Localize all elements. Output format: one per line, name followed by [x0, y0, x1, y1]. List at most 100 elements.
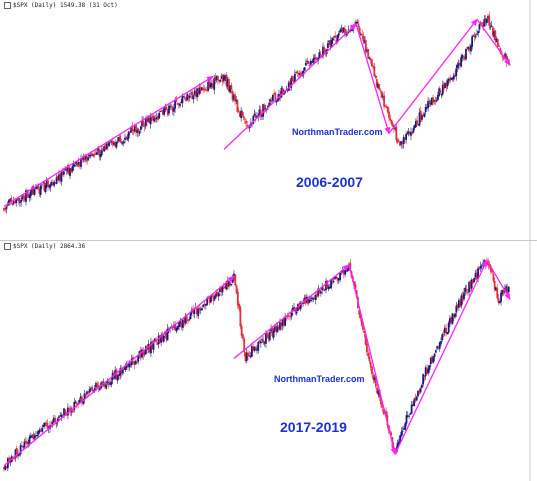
candle-body — [199, 309, 202, 311]
candle-body — [501, 290, 504, 295]
candle-body — [20, 444, 23, 447]
candle-body — [60, 414, 63, 418]
candle-body — [289, 81, 291, 87]
candle-body — [266, 332, 269, 337]
candle-body — [229, 85, 232, 93]
candle-body — [91, 153, 93, 157]
candle-body — [489, 26, 492, 28]
candle-body — [452, 75, 455, 80]
candle-body — [97, 147, 100, 152]
candle-body — [157, 335, 160, 345]
candle-body — [386, 107, 389, 113]
trend-arrow — [476, 19, 511, 66]
candle-body — [469, 45, 472, 52]
candle-body — [109, 383, 111, 385]
candle-body — [204, 304, 207, 306]
candle-body — [498, 45, 500, 47]
candle-body — [489, 265, 492, 272]
candle-body — [415, 396, 418, 401]
candle-body — [378, 84, 381, 90]
candle-body — [405, 415, 408, 424]
candle-body — [126, 137, 129, 140]
candle-body — [41, 428, 44, 432]
candle-body — [43, 181, 46, 191]
candle-body — [318, 288, 321, 294]
candle-body — [37, 184, 40, 189]
candle-body — [491, 27, 494, 36]
candle-body — [257, 342, 260, 351]
candle-body — [213, 295, 216, 300]
candle-body — [307, 60, 310, 64]
candle-body — [303, 298, 306, 302]
candle-body — [423, 113, 426, 118]
candle-body — [374, 75, 377, 78]
candle-body — [21, 194, 24, 200]
candle-body — [66, 166, 69, 172]
candle-body — [287, 82, 290, 91]
candle-body — [216, 292, 219, 295]
candle-body — [397, 140, 400, 143]
candle-body — [194, 91, 197, 97]
candle-body — [50, 182, 53, 186]
candle-body — [354, 283, 357, 290]
candle-body — [206, 297, 209, 305]
candle-body — [180, 322, 183, 328]
candle-body — [410, 131, 412, 136]
candle-body — [434, 99, 437, 102]
candle-body — [493, 280, 496, 290]
candle-body — [86, 156, 89, 162]
candle-body — [429, 357, 432, 365]
candle-body — [507, 286, 510, 292]
candle-body — [312, 58, 315, 63]
candle-body — [256, 349, 258, 351]
candle-body — [253, 346, 256, 351]
candle-body — [502, 57, 505, 60]
candle-body — [406, 133, 409, 135]
candle-body — [382, 409, 385, 414]
candle-body — [215, 76, 218, 81]
candle-body — [48, 186, 51, 188]
candle-body — [324, 50, 327, 53]
candle-body — [421, 115, 423, 120]
candle-body — [369, 58, 372, 61]
candle-body — [280, 87, 283, 98]
candle-body — [291, 307, 294, 312]
candle-body — [494, 30, 497, 41]
candle-body — [58, 174, 60, 181]
candle-body — [40, 429, 42, 431]
candle-body — [4, 209, 7, 211]
candle-body — [68, 409, 71, 411]
candle-body — [172, 108, 175, 112]
candle-body — [333, 36, 335, 38]
candle-body — [497, 298, 500, 303]
candle-body — [115, 141, 118, 148]
candle-body — [419, 110, 422, 121]
candle-body — [360, 319, 363, 326]
candle-body — [323, 47, 326, 51]
candle-body — [240, 326, 243, 336]
candle-body — [265, 333, 267, 344]
candle-body — [380, 91, 383, 98]
candle-body — [404, 423, 407, 430]
candle-body — [129, 363, 132, 365]
candle-body — [330, 278, 333, 289]
candle-body — [185, 97, 188, 102]
ticker-text: $SPX (Daily) 1549.38 (31 Oct) — [13, 2, 118, 9]
candle-body — [137, 354, 140, 362]
candle-body — [468, 281, 471, 293]
candle-body — [143, 352, 146, 354]
candle-body — [389, 117, 392, 121]
candle-body — [275, 325, 278, 332]
candle-body — [43, 422, 46, 426]
candle-body — [323, 289, 326, 291]
candle-body — [290, 78, 293, 88]
candle-body — [13, 458, 16, 460]
candle-body — [394, 128, 397, 130]
candle-body — [450, 77, 453, 80]
candle-body — [163, 107, 166, 115]
candle-body — [89, 154, 92, 157]
candle-body — [224, 76, 227, 78]
candle-body — [478, 24, 481, 30]
candle-body — [368, 356, 371, 362]
candle-body — [432, 356, 435, 363]
